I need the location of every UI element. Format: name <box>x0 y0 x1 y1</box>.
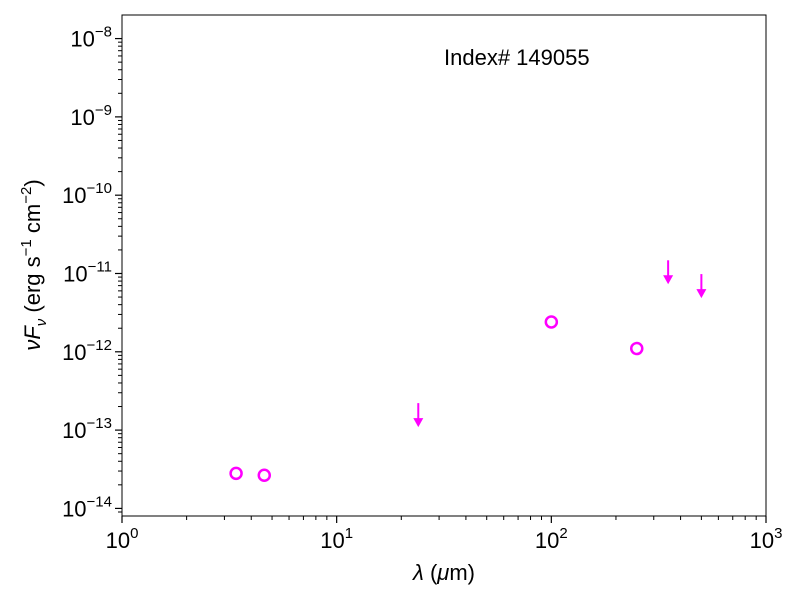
x-tick-label: 100 <box>106 525 139 553</box>
detection-point <box>257 468 272 483</box>
y-axis-label: νFν (erg s−1 cm−2) <box>18 179 50 350</box>
detection-point <box>229 466 243 481</box>
y-tick-label: 10−8 <box>70 24 112 52</box>
detection-point <box>630 341 644 356</box>
upper-limit-arrow <box>413 403 424 428</box>
y-tick-label: 10−12 <box>62 337 112 365</box>
x-axis-label: λ (μm) <box>412 560 475 585</box>
y-tick-label: 10−13 <box>62 415 112 443</box>
y-tick-label: 10−10 <box>62 180 112 208</box>
y-tick-label: 10−11 <box>63 258 112 286</box>
upper-limit-arrow <box>696 274 707 299</box>
minor-ticks <box>118 41 757 520</box>
data-marks <box>229 260 707 483</box>
y-tick-labels: 10−14 10−13 10−12 10−11 10−10 10−9 10−8 <box>62 24 112 522</box>
x-tick-label: 103 <box>750 525 783 553</box>
major-ticks <box>115 37 767 523</box>
y-tick-label: 10−9 <box>70 102 112 130</box>
upper-limit-arrow <box>663 260 674 285</box>
x-tick-labels: 100 101 102 103 <box>106 525 783 553</box>
detection-point <box>544 315 559 329</box>
x-tick-label: 101 <box>320 525 353 553</box>
index-annotation: Index# 149055 <box>444 45 590 70</box>
x-tick-label: 102 <box>535 525 568 553</box>
plot-area <box>121 14 767 517</box>
y-tick-label: 10−14 <box>62 493 112 521</box>
